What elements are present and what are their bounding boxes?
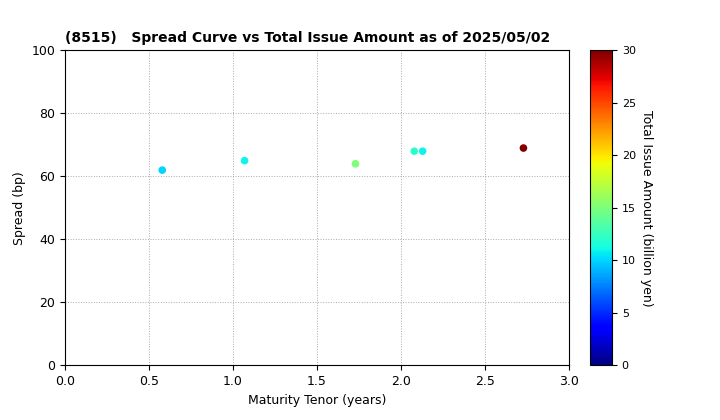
Text: (8515)   Spread Curve vs Total Issue Amount as of 2025/05/02: (8515) Spread Curve vs Total Issue Amoun… [65,31,550,45]
Point [239,157,251,164]
Point [408,148,420,155]
Point [156,167,168,173]
Y-axis label: Total Issue Amount (billion yen): Total Issue Amount (billion yen) [639,110,652,306]
Point [518,144,529,151]
Y-axis label: Spread (bp): Spread (bp) [13,171,26,245]
Point [350,160,361,167]
Point [417,148,428,155]
X-axis label: Maturity Tenor (years): Maturity Tenor (years) [248,394,386,407]
